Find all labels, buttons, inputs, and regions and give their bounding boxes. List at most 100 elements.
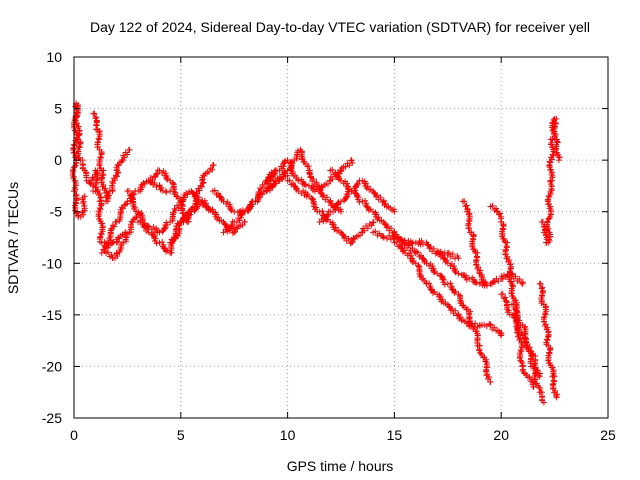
- data-point: [256, 185, 263, 192]
- data-point: [543, 306, 549, 313]
- data-point: [188, 208, 195, 215]
- x-tick-label: 10: [280, 427, 296, 443]
- data-point: [483, 280, 490, 287]
- data-point: [124, 198, 131, 205]
- data-point: [547, 141, 554, 148]
- data-point: [307, 174, 314, 181]
- data-point: [519, 280, 526, 287]
- data-point: [206, 168, 213, 175]
- data-point: [241, 208, 248, 215]
- data-point: [498, 332, 505, 339]
- data-point: [467, 308, 474, 315]
- data-point: [436, 249, 443, 256]
- data-point: [345, 235, 352, 242]
- data-point: [131, 204, 138, 211]
- data-point: [471, 324, 478, 331]
- data-point: [263, 180, 270, 187]
- data-point: [455, 270, 462, 277]
- data-point: [130, 201, 137, 208]
- data-point: [546, 205, 553, 212]
- data-point: [516, 353, 523, 360]
- data-point: [156, 229, 163, 236]
- data-point: [552, 387, 559, 394]
- data-point: [476, 280, 483, 287]
- data-point: [71, 142, 78, 149]
- data-point: [241, 219, 248, 226]
- data-point: [102, 185, 109, 192]
- data-point: [509, 282, 516, 289]
- data-point: [491, 278, 498, 285]
- data-point: [72, 187, 79, 194]
- data-point: [503, 243, 510, 250]
- data-point: [93, 175, 100, 182]
- data-point: [518, 329, 525, 336]
- data-point: [552, 131, 559, 138]
- data-point: [556, 154, 563, 161]
- data-point: [463, 202, 470, 209]
- data-point: [266, 187, 273, 194]
- data-point: [266, 176, 273, 183]
- x-tick-label: 15: [387, 427, 403, 443]
- data-point: [209, 166, 216, 173]
- data-point: [313, 179, 320, 186]
- data-point: [536, 373, 543, 380]
- data-point: [439, 252, 446, 259]
- data-point: [164, 221, 171, 228]
- data-point: [429, 289, 436, 296]
- data-point: [129, 219, 136, 226]
- data-point: [167, 239, 174, 246]
- data-point: [70, 168, 77, 175]
- data-point: [370, 219, 377, 226]
- data-point: [291, 157, 298, 164]
- data-point: [105, 249, 112, 256]
- data-point: [375, 214, 382, 221]
- data-point: [383, 224, 390, 231]
- data-point: [357, 232, 364, 239]
- data-point: [429, 263, 436, 270]
- data-point: [462, 272, 469, 279]
- data-point: [205, 207, 212, 214]
- data-point: [316, 208, 323, 215]
- data-point: [555, 157, 562, 164]
- data-point: [171, 205, 178, 212]
- data-point: [372, 228, 379, 235]
- data-point: [418, 237, 425, 244]
- data-point: [182, 194, 189, 201]
- data-point: [329, 166, 336, 173]
- data-point: [502, 294, 509, 301]
- x-tick-label: 20: [493, 427, 509, 443]
- data-point: [393, 239, 400, 246]
- data-point: [137, 218, 144, 225]
- data-point: [545, 355, 552, 362]
- data-point: [94, 186, 101, 193]
- data-point: [320, 192, 327, 199]
- data-point: [489, 202, 496, 209]
- data-point: [524, 341, 531, 348]
- data-point: [75, 132, 82, 139]
- data-point: [338, 208, 344, 215]
- data-point: [379, 198, 386, 205]
- data-point: [553, 394, 560, 401]
- data-point: [548, 156, 555, 163]
- series-track-v: [459, 198, 490, 287]
- data-point: [319, 193, 326, 200]
- data-point: [105, 195, 112, 202]
- data-point: [449, 251, 456, 258]
- data-point: [361, 227, 368, 234]
- data-point: [359, 198, 366, 205]
- data-point: [195, 194, 202, 201]
- data-point: [380, 234, 387, 241]
- series-track-t: [412, 249, 494, 386]
- data-point: [71, 163, 78, 170]
- series-track-p: [316, 177, 398, 226]
- series-track-n: [263, 146, 356, 195]
- data-point: [99, 171, 106, 178]
- y-axis-label: SDTVAR / TECUs: [5, 182, 21, 294]
- data-point: [332, 169, 339, 176]
- data-point: [174, 220, 181, 227]
- data-point: [505, 307, 512, 314]
- data-point: [542, 310, 549, 317]
- data-point: [391, 208, 398, 215]
- data-point: [98, 179, 105, 186]
- data-point: [145, 222, 152, 229]
